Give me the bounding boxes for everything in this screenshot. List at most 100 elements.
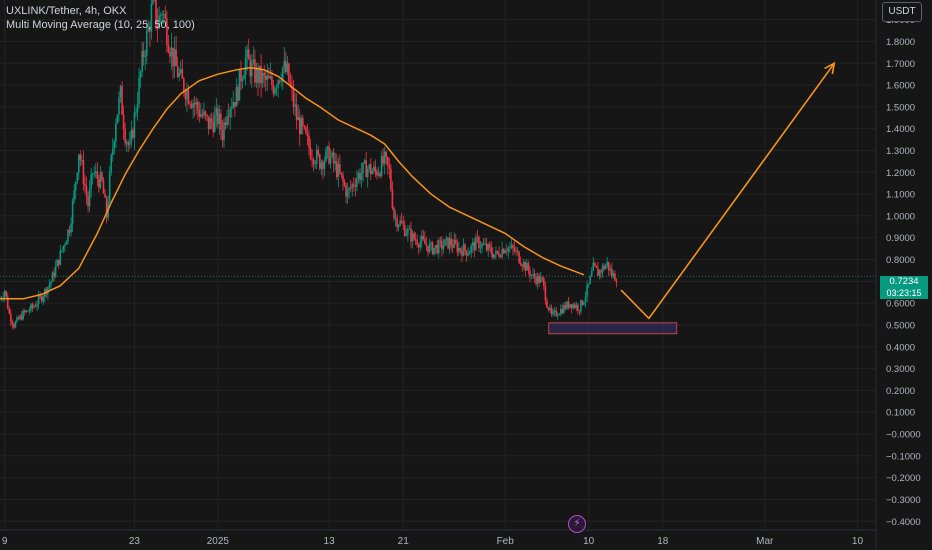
candle-body [302, 118, 304, 127]
candle-body [590, 270, 593, 277]
candle-body [176, 65, 179, 77]
support-zone-box [548, 322, 678, 335]
candle-body [87, 196, 89, 207]
bar-countdown-label: 03:23:15 [880, 288, 928, 299]
candle-body [281, 67, 284, 82]
candle-body [609, 268, 612, 271]
candle-body [170, 47, 173, 57]
candle-body [232, 102, 235, 108]
candle-body [595, 265, 598, 268]
candle-body [16, 317, 18, 322]
candle-body [376, 171, 378, 176]
time-tick-label: 21 [398, 536, 410, 547]
candle-body [54, 266, 57, 277]
candle-body [70, 223, 72, 233]
candle-body [538, 275, 540, 283]
candle-body [566, 301, 568, 309]
candle-body [362, 162, 364, 173]
candle-body [473, 242, 476, 251]
currency-selector-button[interactable]: USDT [882, 2, 922, 22]
candle-body [73, 190, 75, 202]
candle-body [575, 304, 578, 308]
candle-body [606, 261, 608, 266]
candle-body [572, 304, 574, 309]
candle-body [145, 30, 148, 56]
candle-body [94, 171, 97, 174]
candle-body [394, 217, 397, 219]
candle-body [244, 57, 247, 75]
candle-body [280, 81, 282, 82]
candle-body [22, 310, 24, 320]
candle-body [584, 296, 587, 303]
candle-body [547, 307, 550, 311]
candle-body [96, 171, 99, 179]
candle-body [122, 114, 125, 130]
candle-body [113, 141, 116, 149]
candle-body [478, 237, 480, 249]
candle-body [386, 156, 389, 166]
time-tick-label: Mar [756, 536, 774, 547]
candle-body [522, 261, 525, 267]
candle-body [227, 116, 230, 118]
candle-body [550, 307, 553, 315]
candle-body [261, 72, 264, 84]
candle-body [149, 27, 151, 32]
candle-body [91, 173, 94, 175]
candle-body [337, 164, 340, 178]
candle-body [475, 236, 477, 251]
candle-body [260, 65, 262, 84]
candle-body [331, 152, 333, 157]
candle-body [323, 160, 326, 170]
price-tick-label: 0.3000 [886, 364, 915, 375]
candle-body [99, 172, 102, 188]
candle-body [462, 244, 465, 256]
candle-body [526, 263, 528, 271]
candle-body [152, 0, 154, 4]
candle-body [77, 154, 80, 174]
candle-body [360, 172, 363, 180]
candle-body [42, 296, 45, 302]
candle-body [215, 108, 218, 116]
candle-body [336, 161, 338, 178]
candle-body [614, 273, 616, 281]
candle-body [439, 240, 442, 242]
candle-body [589, 276, 591, 284]
candle-body [530, 274, 533, 277]
candle-body [569, 304, 571, 308]
candle-body [71, 201, 74, 224]
candle-body [467, 254, 469, 256]
candle-body [577, 304, 579, 311]
candle-body [121, 86, 123, 115]
candle-body [513, 248, 516, 252]
candle-body [379, 173, 381, 176]
candle-body [611, 268, 613, 277]
candle-body [470, 245, 473, 253]
price-tick-label: −0.0000 [886, 430, 921, 441]
candle-body [391, 189, 394, 209]
candle-body [543, 278, 545, 287]
candle-body [105, 197, 108, 218]
candle-body [247, 49, 250, 60]
candle-body [612, 273, 615, 277]
candle-body [383, 151, 386, 164]
candle-body [169, 51, 171, 57]
candle-body [496, 250, 499, 253]
candle-body [405, 234, 408, 236]
candle-body [132, 130, 134, 138]
candle-body [388, 165, 391, 169]
candle-body [37, 295, 40, 305]
candle-body [564, 305, 567, 309]
candle-body [315, 149, 318, 164]
candle-body [139, 71, 142, 78]
lightning-icon[interactable]: ⚡ [568, 515, 586, 533]
candle-body [298, 116, 301, 135]
candle-body [504, 250, 507, 254]
candle-body [218, 113, 221, 124]
candle-body [186, 90, 188, 100]
candle-body [601, 265, 604, 273]
candle-body [604, 265, 607, 270]
candle-body [325, 149, 327, 161]
candle-body [476, 236, 479, 238]
